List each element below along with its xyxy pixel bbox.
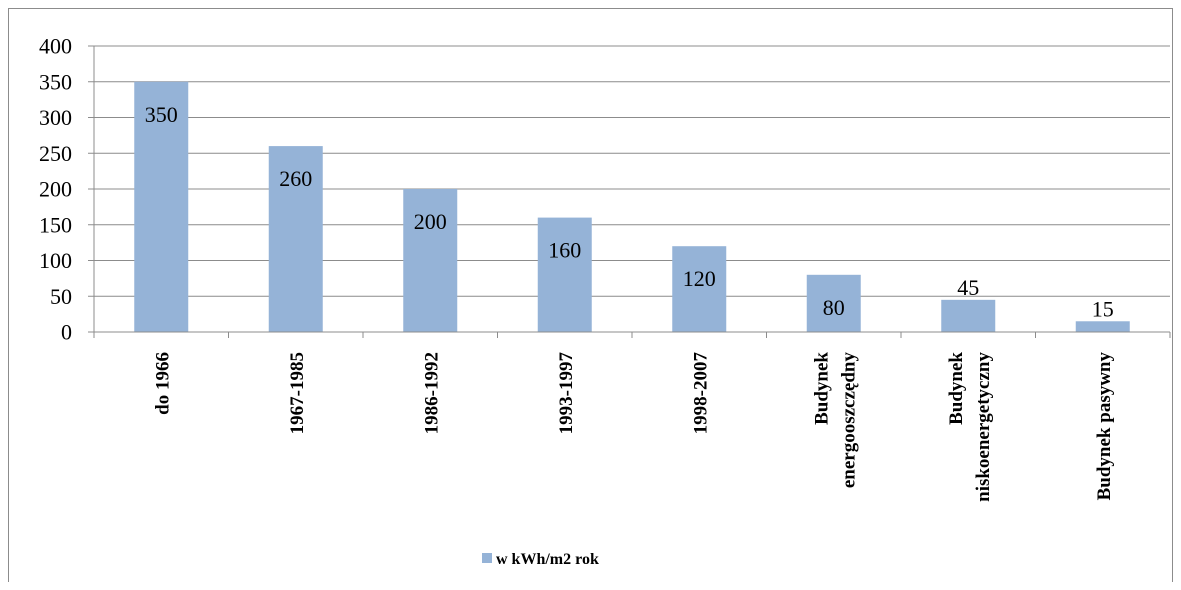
bar <box>941 299 996 332</box>
category-label: Budynek pasywny <box>1094 352 1115 501</box>
bar <box>268 146 323 332</box>
data-labels: 350 260 200 160 120 80 45 15 <box>145 102 1114 322</box>
bar <box>806 274 861 332</box>
y-tick-labels: 0 50 100 150 200 250 300 350 400 <box>39 34 72 345</box>
category-label: Budynek niskoenergetyczny <box>946 352 994 502</box>
y-tick-label: 50 <box>50 284 72 309</box>
category-label-line: energooszczędny <box>838 352 859 489</box>
category-label-line: 1998-2007 <box>690 352 711 435</box>
data-label: 15 <box>1092 296 1114 321</box>
category-label: Budynek energooszczędny <box>811 352 859 489</box>
y-tick-label: 400 <box>39 34 72 59</box>
category-label-line: 1967-1985 <box>287 352 308 434</box>
category-label: 1967-1985 <box>287 352 308 434</box>
category-label: 1998-2007 <box>690 352 711 435</box>
category-label-line: Budynek <box>811 352 832 425</box>
data-label: 350 <box>145 102 178 127</box>
data-label: 200 <box>414 209 447 234</box>
y-tick-label: 200 <box>39 177 72 202</box>
y-tick-label: 300 <box>39 105 72 130</box>
bar <box>1075 321 1130 332</box>
category-label-line: 1993-1997 <box>556 352 577 435</box>
legend-swatch <box>482 553 492 563</box>
legend: w kWh/m2 rok <box>482 551 599 568</box>
legend-label: w kWh/m2 rok <box>496 551 599 568</box>
category-label-line: do 1966 <box>152 352 173 415</box>
data-label: 160 <box>548 238 581 263</box>
y-tick-label: 0 <box>61 320 72 345</box>
y-tick-label: 150 <box>39 212 72 237</box>
gridlines <box>94 45 1170 297</box>
axes <box>88 45 1171 338</box>
category-label-line: Budynek pasywny <box>1094 352 1115 501</box>
bar <box>672 246 727 332</box>
category-label: 1986-1992 <box>421 352 442 434</box>
y-tick-label: 250 <box>39 141 72 166</box>
bar <box>403 189 458 332</box>
category-label: 1993-1997 <box>556 352 577 435</box>
category-labels: do 1966 1967-1985 1986-1992 1993-1997 1998-2… <box>152 352 1115 502</box>
y-tick-label: 350 <box>39 69 72 94</box>
bar <box>134 81 189 332</box>
category-label: do 1966 <box>152 352 173 415</box>
bars <box>134 81 1130 332</box>
category-label-line: Budynek <box>946 352 967 425</box>
data-label: 80 <box>823 295 845 320</box>
data-label: 45 <box>957 275 979 300</box>
category-label-line: niskoenergetyczny <box>973 352 994 502</box>
data-label: 260 <box>279 166 312 191</box>
y-tick-label: 100 <box>39 248 72 273</box>
bar <box>537 217 592 332</box>
category-label-line: 1986-1992 <box>421 352 442 434</box>
data-label: 120 <box>683 266 716 291</box>
